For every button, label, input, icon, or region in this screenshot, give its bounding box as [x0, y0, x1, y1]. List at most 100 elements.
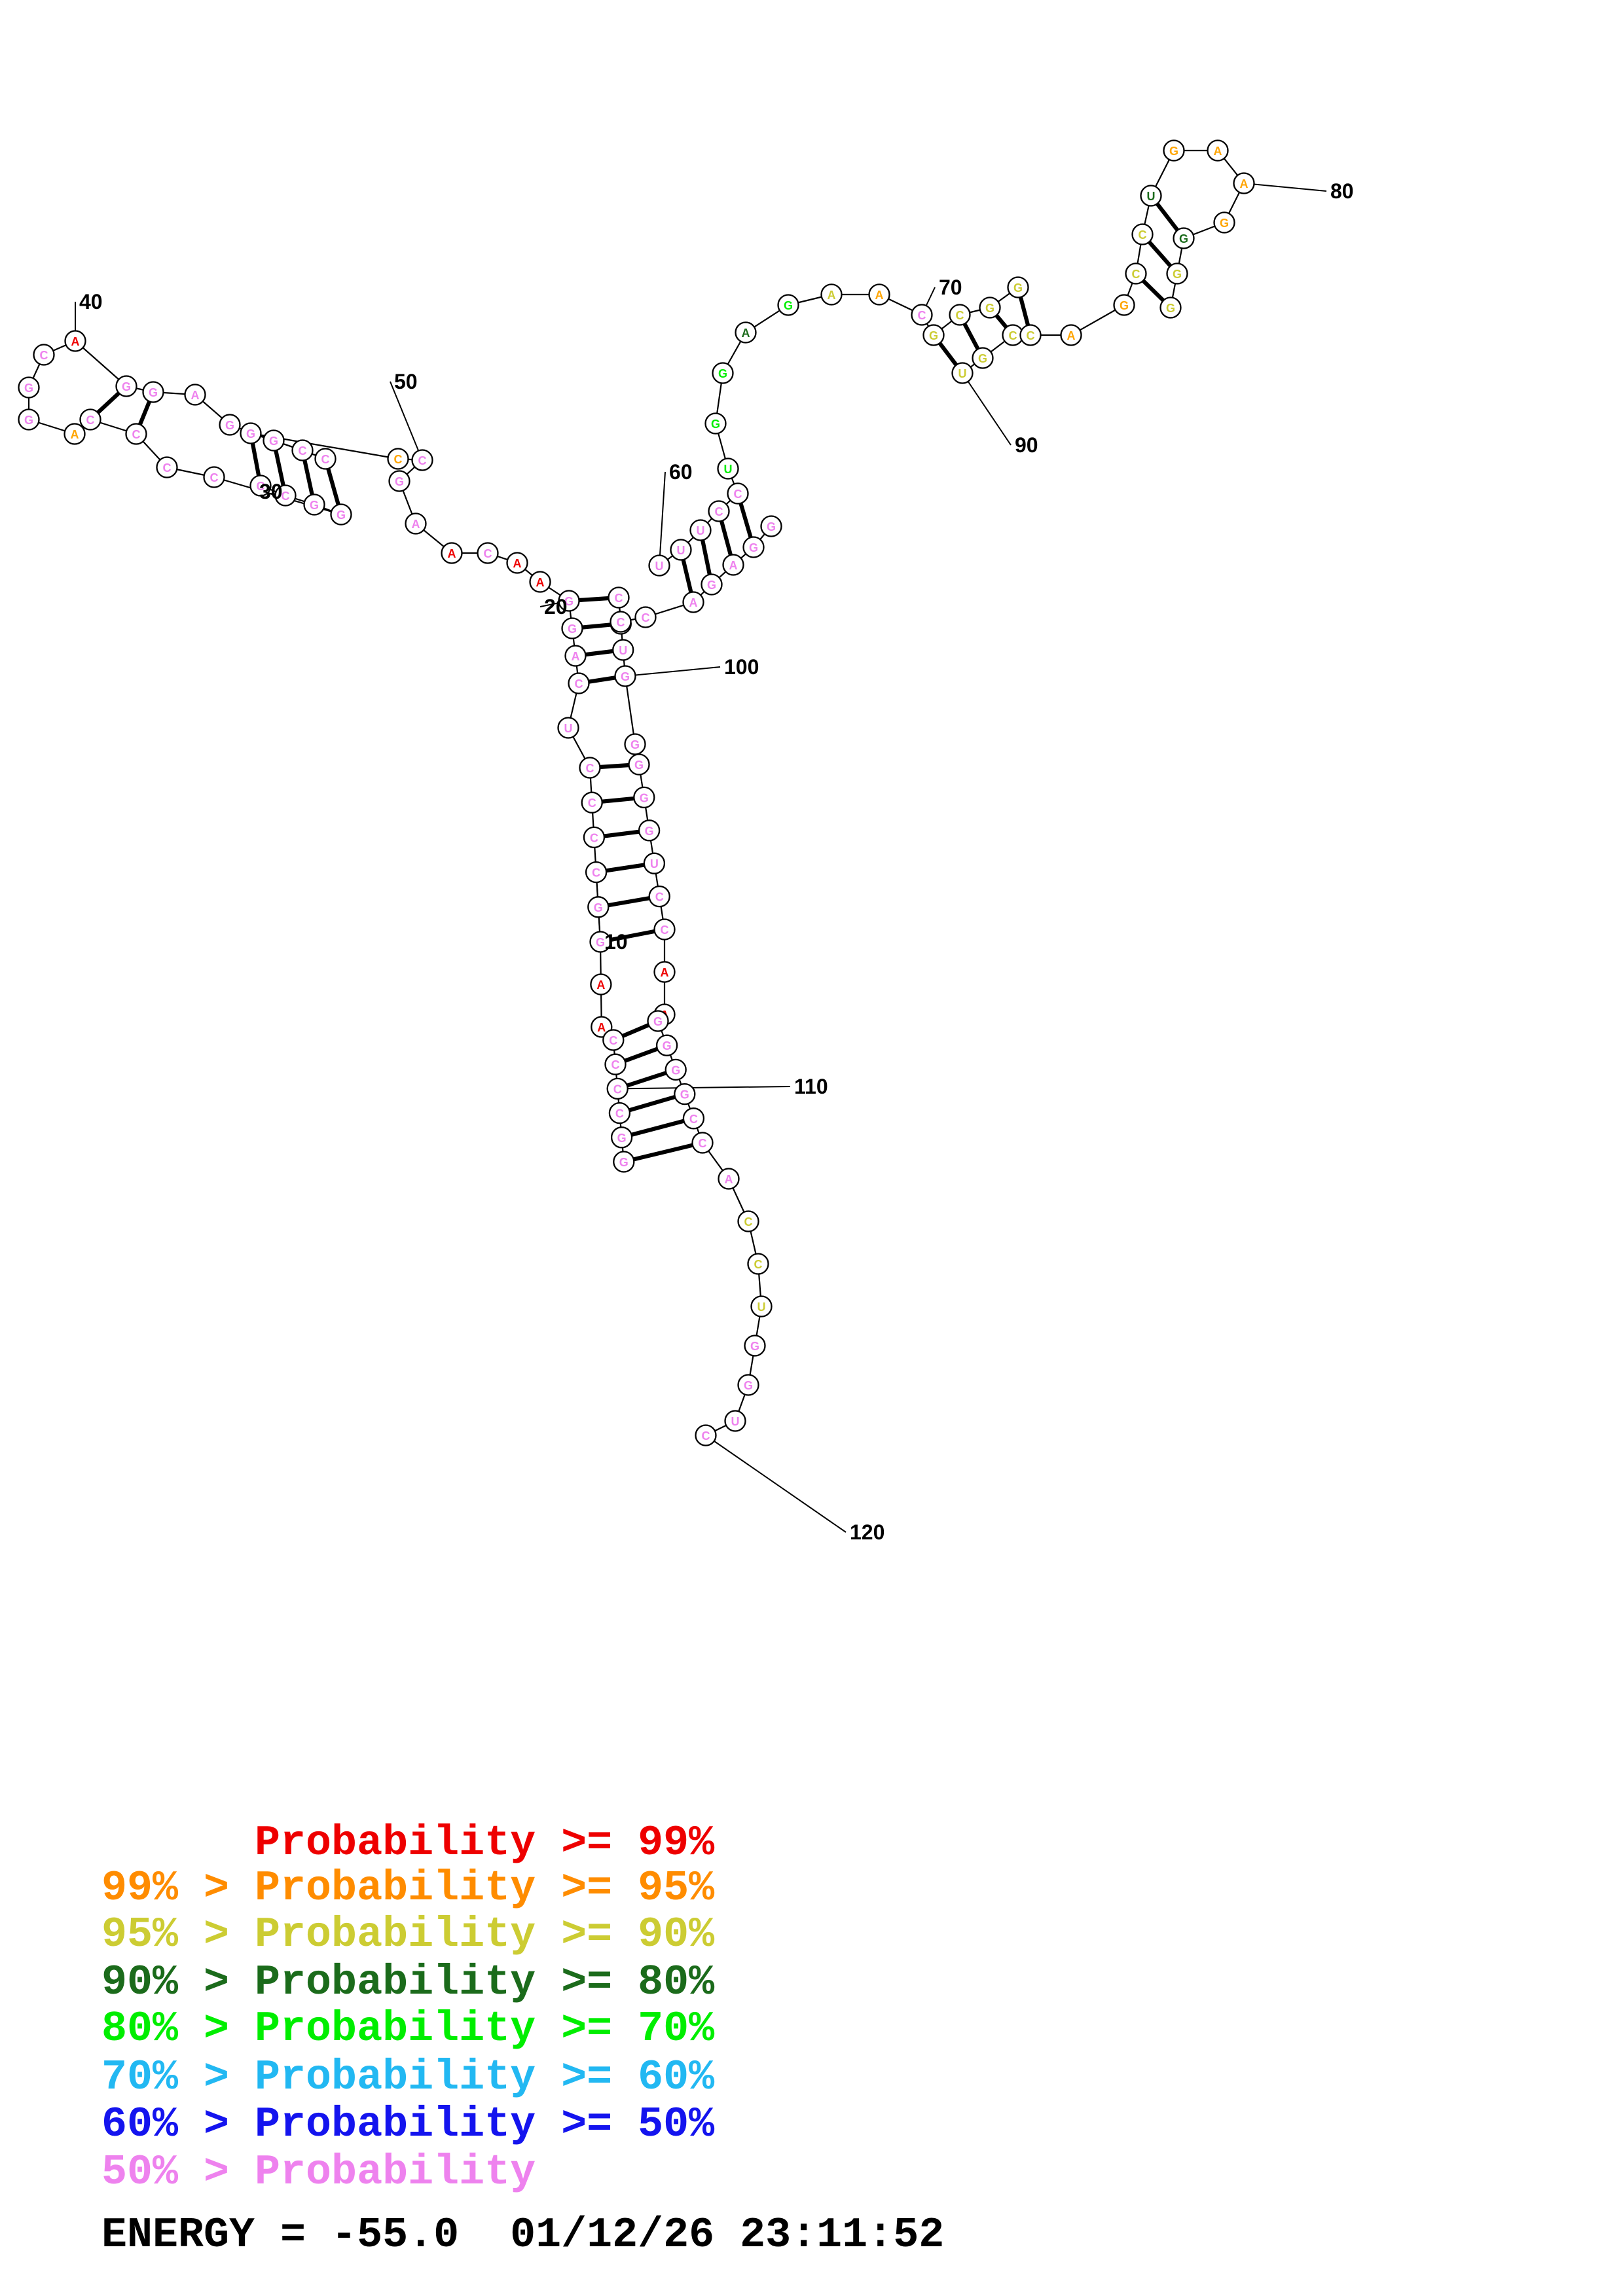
svg-text:C: C	[394, 453, 403, 466]
svg-text:A: A	[596, 978, 605, 992]
svg-text:G: G	[568, 622, 577, 636]
svg-text:C: C	[611, 1058, 620, 1071]
svg-text:U: U	[731, 1415, 740, 1428]
svg-text:G: G	[594, 901, 603, 914]
svg-text:U: U	[1147, 190, 1156, 203]
svg-text:A: A	[1067, 329, 1076, 342]
svg-text:C: C	[642, 611, 650, 624]
svg-text:A: A	[513, 557, 522, 570]
svg-text:C: C	[1139, 228, 1147, 242]
svg-text:C: C	[689, 1113, 698, 1126]
svg-text:C: C	[86, 414, 95, 427]
svg-text:G: G	[784, 299, 793, 312]
svg-text:C: C	[609, 1034, 617, 1047]
svg-text:U: U	[655, 560, 664, 573]
svg-text:G: G	[978, 352, 987, 365]
svg-text:G: G	[621, 670, 630, 683]
svg-text:G: G	[630, 738, 640, 751]
svg-text:G: G	[1166, 302, 1175, 315]
svg-text:U: U	[650, 857, 659, 870]
svg-text:G: G	[1220, 217, 1229, 230]
svg-text:G: G	[310, 499, 319, 512]
svg-text:G: G	[1173, 268, 1182, 281]
svg-text:C: C	[734, 488, 742, 501]
svg-text:A: A	[572, 650, 580, 663]
svg-text:G: G	[929, 329, 938, 342]
svg-text:A: A	[875, 289, 884, 302]
svg-text:G: G	[653, 1015, 663, 1028]
svg-text:C: C	[163, 461, 172, 475]
svg-text:C: C	[321, 453, 330, 466]
svg-text:G: G	[337, 509, 346, 522]
svg-text:C: C	[1009, 329, 1017, 342]
svg-text:U: U	[677, 544, 685, 557]
svg-text:A: A	[71, 428, 79, 441]
svg-text:G: G	[645, 825, 654, 838]
svg-text:A: A	[71, 335, 80, 348]
svg-text:G: G	[985, 302, 994, 315]
svg-text:C: C	[575, 677, 583, 691]
svg-text:C: C	[613, 1083, 622, 1096]
svg-text:G: G	[1120, 299, 1129, 312]
svg-text:C: C	[484, 547, 492, 560]
svg-text:C: C	[418, 454, 427, 467]
svg-text:U: U	[564, 722, 573, 735]
svg-text:G: G	[619, 1156, 629, 1169]
svg-text:G: G	[149, 386, 158, 399]
svg-text:U: U	[958, 367, 967, 380]
svg-text:A: A	[742, 327, 750, 340]
svg-text:C: C	[715, 505, 723, 518]
svg-text:U: U	[697, 524, 705, 537]
svg-text:G: G	[750, 1340, 759, 1353]
svg-text:A: A	[729, 559, 738, 572]
svg-text:A: A	[191, 389, 200, 402]
svg-text:G: G	[680, 1088, 689, 1102]
svg-text:C: C	[586, 762, 594, 775]
svg-text:G: G	[744, 1379, 753, 1392]
svg-text:C: C	[588, 797, 596, 810]
svg-text:G: G	[122, 380, 131, 393]
svg-text:G: G	[663, 1039, 672, 1052]
svg-text:G: G	[1169, 145, 1178, 158]
svg-text:100: 100	[724, 655, 759, 679]
svg-text:60: 60	[669, 460, 693, 484]
svg-text:A: A	[1240, 177, 1249, 190]
svg-text:70: 70	[939, 276, 962, 299]
svg-text:C: C	[299, 444, 307, 457]
svg-text:C: C	[617, 616, 625, 629]
svg-text:G: G	[225, 419, 234, 432]
svg-text:U: U	[757, 1300, 766, 1314]
svg-text:C: C	[132, 428, 141, 441]
svg-text:40: 40	[79, 290, 103, 314]
svg-text:G: G	[718, 367, 727, 380]
svg-text:A: A	[661, 966, 669, 979]
svg-text:G: G	[24, 382, 33, 395]
svg-text:G: G	[617, 1132, 627, 1145]
svg-text:U: U	[619, 644, 627, 657]
svg-text:C: C	[592, 867, 600, 880]
svg-text:A: A	[448, 547, 456, 560]
svg-text:C: C	[1132, 268, 1140, 281]
svg-text:110: 110	[794, 1075, 828, 1098]
svg-text:G: G	[24, 414, 33, 427]
svg-text:A: A	[536, 576, 545, 589]
svg-text:U: U	[724, 463, 733, 476]
svg-text:10: 10	[604, 930, 628, 954]
svg-text:G: G	[711, 418, 720, 431]
svg-text:G: G	[269, 435, 278, 448]
svg-text:A: A	[828, 289, 836, 302]
svg-text:C: C	[210, 471, 219, 484]
svg-text:A: A	[725, 1173, 733, 1186]
svg-text:90: 90	[1015, 433, 1038, 457]
svg-text:G: G	[671, 1064, 680, 1077]
svg-text:80: 80	[1330, 179, 1354, 203]
svg-text:C: C	[615, 1107, 624, 1121]
svg-text:C: C	[699, 1137, 707, 1150]
svg-text:120: 120	[850, 1520, 884, 1544]
svg-text:G: G	[640, 791, 649, 804]
svg-text:A: A	[412, 518, 420, 531]
svg-text:G: G	[767, 520, 776, 533]
svg-text:G: G	[1179, 232, 1188, 245]
svg-text:20: 20	[544, 595, 568, 619]
svg-text:G: G	[1013, 281, 1023, 295]
